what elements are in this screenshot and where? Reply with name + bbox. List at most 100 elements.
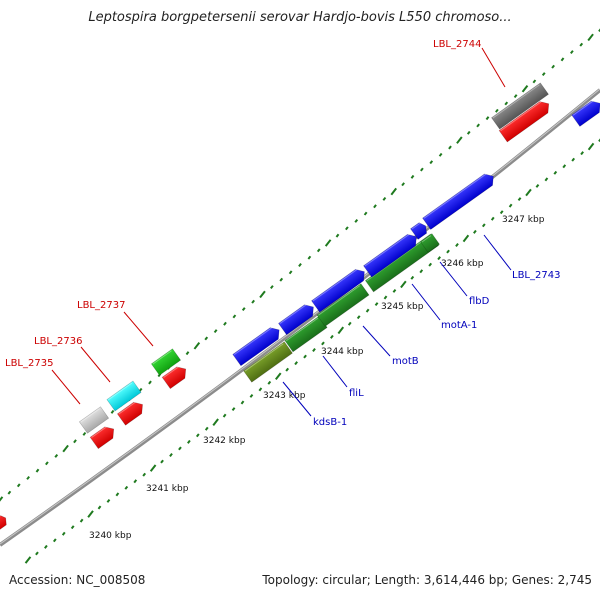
tick-mark: [504, 101, 509, 106]
tick-mark: [373, 204, 377, 209]
feature-LBL_2736-red: [116, 400, 143, 426]
leader-kdsB-1: [282, 381, 312, 417]
tick-mark: [70, 525, 75, 530]
feature-edge-red: [0, 514, 7, 532]
tick-mark: [462, 234, 470, 243]
tick-mark: [212, 418, 219, 426]
backbone-line: [0, 88, 600, 547]
tick-mark: [410, 275, 415, 280]
feature-LBL_2735-red: [89, 424, 115, 450]
tick-mark: [0, 496, 4, 502]
tick-mark: [438, 152, 443, 157]
tick-mark: [35, 551, 39, 556]
leader-LBL_2737: [123, 311, 154, 347]
tick-mark: [587, 142, 595, 151]
feature-blue-4: [363, 232, 417, 278]
tick-mark: [345, 226, 349, 231]
tick-mark: [481, 223, 486, 228]
tick-mark: [35, 468, 40, 473]
tick-mark: [193, 342, 201, 350]
tick-mark: [73, 439, 77, 444]
tick-mark: [410, 174, 415, 179]
gene-label-LBL_2735: LBL_2735: [5, 358, 53, 369]
map-title: Leptospira borgpetersenii serovar Hardjo…: [88, 10, 512, 25]
feature-LBL_2735-grey: [78, 406, 110, 434]
gene-label-LBL_2737: LBL_2737: [77, 300, 125, 311]
tick-mark: [553, 170, 558, 175]
feature-blue-1: [232, 325, 280, 367]
feature-LBL_2744-grey: [491, 82, 549, 130]
tick-mark: [508, 203, 513, 208]
tick-mark: [476, 123, 480, 128]
genome-summary-text: Topology: circular; Length: 3,614,446 bp…: [262, 573, 592, 587]
tick-mark: [551, 64, 555, 69]
tick-mark: [392, 288, 397, 293]
tick-mark: [187, 439, 191, 444]
tick-mark: [419, 269, 424, 274]
tick-mark: [485, 116, 490, 121]
tick-mark: [356, 315, 361, 320]
tick-mark: [347, 321, 352, 326]
tick-mark: [204, 336, 209, 341]
tick-mark: [390, 187, 397, 196]
tick-mark: [16, 483, 21, 488]
tick-mark: [133, 479, 138, 484]
tick-mark: [7, 490, 12, 495]
tick-mark: [466, 130, 471, 135]
tick-mark: [455, 243, 459, 247]
tick-mark: [267, 380, 272, 385]
ruler-label-3245: 3245 kbp: [381, 302, 424, 312]
tick-mark: [544, 177, 549, 182]
tick-mark: [178, 446, 182, 451]
tick-mark: [142, 472, 147, 477]
tick-mark: [45, 461, 49, 466]
ruler-label-3242: 3242 kbp: [203, 436, 246, 446]
tick-mark: [401, 182, 405, 187]
tick-mark: [598, 28, 600, 32]
feature-LBL_2736-cyan: [106, 380, 142, 412]
tick-mark: [448, 145, 452, 150]
leader-LBL_2735: [51, 369, 81, 405]
tick-mark: [324, 239, 332, 247]
tick-mark: [26, 476, 30, 480]
tick-mark: [44, 544, 48, 549]
tick-mark: [222, 413, 227, 418]
tick-mark: [562, 164, 567, 169]
tick-mark: [79, 518, 84, 523]
ruler-label-3244: 3244 kbp: [321, 347, 364, 357]
tick-mark: [571, 157, 576, 162]
tick-mark: [560, 57, 565, 62]
tick-mark: [365, 308, 370, 313]
tick-mark: [337, 326, 345, 335]
tick-mark: [149, 464, 157, 472]
feature-LBL_2743: [422, 172, 494, 230]
leader-motB: [362, 325, 391, 357]
leader-motA-1: [411, 283, 441, 321]
tick-mark: [258, 387, 263, 392]
tick-mark: [275, 372, 282, 381]
gene-label-kdsB-1: kdsB-1: [313, 417, 347, 428]
tick-mark: [124, 485, 129, 490]
gene-label-motA-1: motA-1: [441, 320, 477, 331]
tick-mark: [288, 270, 293, 275]
tick-mark: [513, 94, 518, 99]
feature-blue-2: [278, 302, 314, 336]
tick-mark: [335, 233, 340, 238]
ruler-label-3246: 3246 kbp: [441, 259, 484, 269]
tick-mark: [598, 138, 600, 142]
tick-mark: [307, 255, 312, 260]
tick-mark: [499, 210, 504, 215]
tick-mark: [517, 197, 522, 202]
tick-mark: [294, 361, 298, 366]
feature-blue-5: [410, 222, 427, 240]
tick-mark: [185, 351, 190, 356]
tick-mark: [97, 505, 102, 510]
tick-mark: [54, 453, 59, 458]
tick-mark: [241, 307, 246, 312]
tick-mark: [446, 249, 450, 254]
gene-label-LBL_2744: LBL_2744: [433, 39, 481, 50]
tick-mark: [61, 531, 66, 536]
ruler-label-3241: 3241 kbp: [146, 484, 189, 494]
feature-kdsB-1: [243, 341, 293, 383]
